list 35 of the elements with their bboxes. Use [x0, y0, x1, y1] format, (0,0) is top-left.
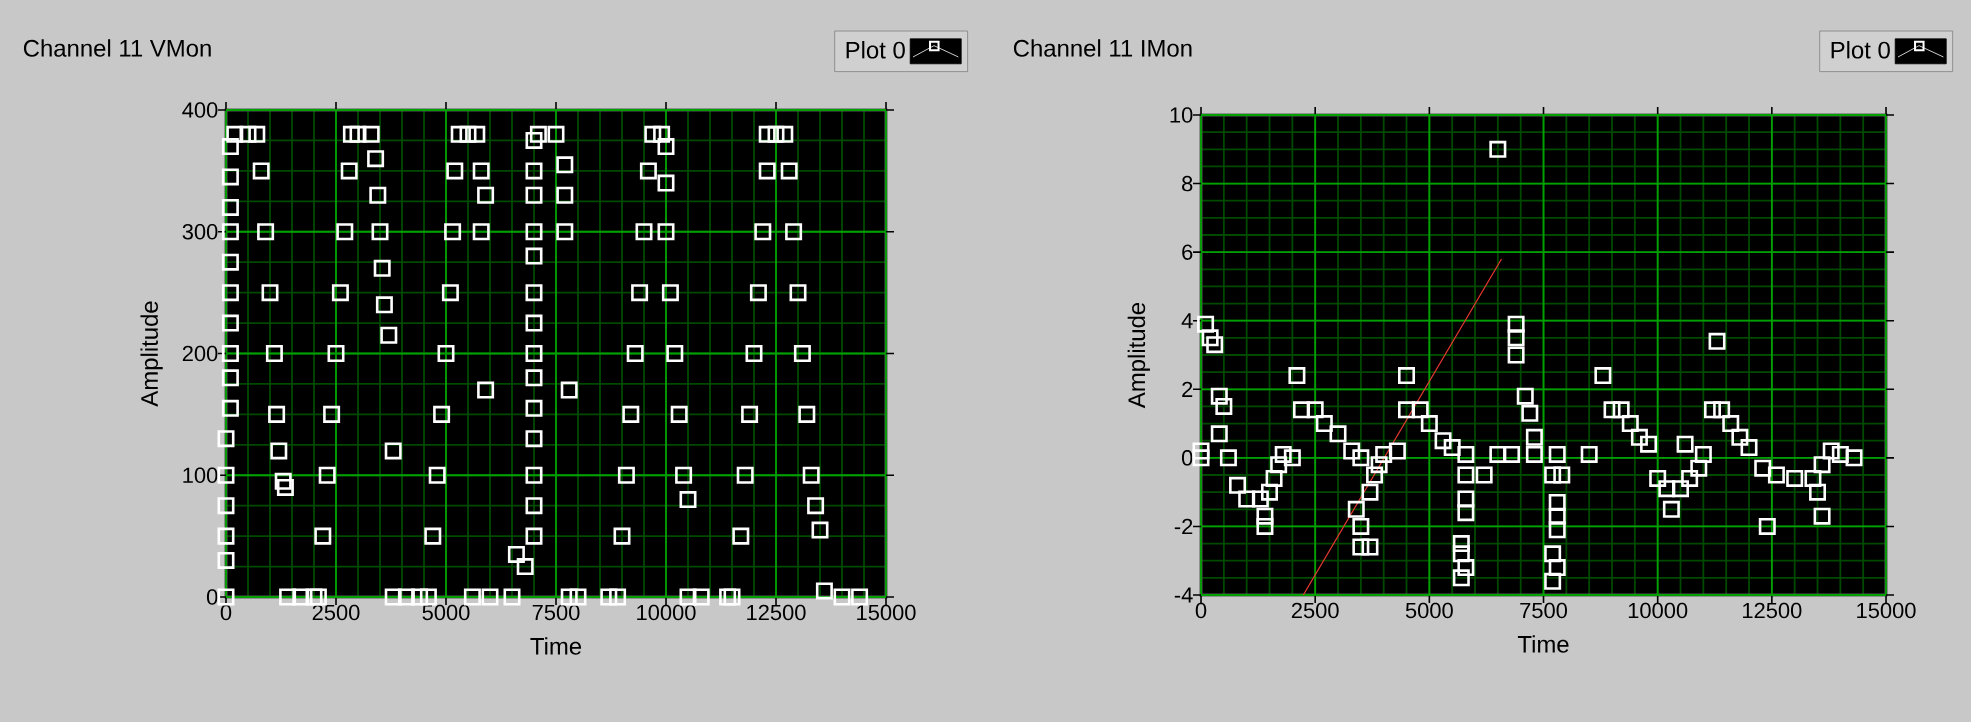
x-tick-label: 12500: [747, 604, 806, 621]
x-tick-label: 5000: [422, 604, 470, 621]
x-tick-label: 12500: [1743, 602, 1802, 619]
y-tick-label: 100: [183, 467, 218, 484]
x-tick-label: 10000: [1628, 602, 1688, 619]
y-tick-label: 0: [1181, 450, 1193, 466]
x-tick-label: 2500: [1291, 602, 1339, 619]
y-tick-label: -4: [1174, 587, 1193, 603]
y-tick-label: 8: [1182, 175, 1193, 192]
y-tick-label: 10: [1170, 107, 1193, 123]
x-tick-label: 15000: [1857, 602, 1916, 619]
x-tick-label: 2500: [312, 604, 360, 621]
y-tick-label: 200: [182, 345, 218, 362]
x-tick-label: 15000: [857, 604, 916, 621]
y-tick-label: 2: [1182, 381, 1193, 397]
x-tick-label: 7500: [532, 604, 580, 621]
legend-label: Plot 0: [1831, 41, 1890, 59]
x-axis-title: Time: [530, 637, 582, 655]
y-tick-label: 4: [1181, 313, 1193, 329]
y-axis-title: Amplitude: [1127, 302, 1150, 409]
x-tick-label: 7500: [1520, 602, 1568, 619]
x-axis-title: Time: [1517, 635, 1569, 653]
x-tick-label: 0: [220, 604, 232, 621]
x-tick-label: 5000: [1405, 602, 1453, 619]
legend-label: Plot 0: [846, 41, 905, 59]
y-tick-label: 400: [182, 102, 218, 118]
y-tick-label: -2: [1174, 518, 1193, 535]
x-tick-label: 10000: [637, 604, 696, 621]
y-tick-label: 6: [1182, 244, 1193, 260]
chart-title: Channel 11 VMon: [23, 39, 211, 57]
chart-title: Channel 11 IMon: [1013, 39, 1192, 57]
y-axis-title: Amplitude: [140, 301, 163, 407]
x-tick-label: 0: [1195, 602, 1207, 619]
y-tick-label: 0: [206, 589, 218, 605]
y-tick-label: 300: [182, 224, 218, 240]
